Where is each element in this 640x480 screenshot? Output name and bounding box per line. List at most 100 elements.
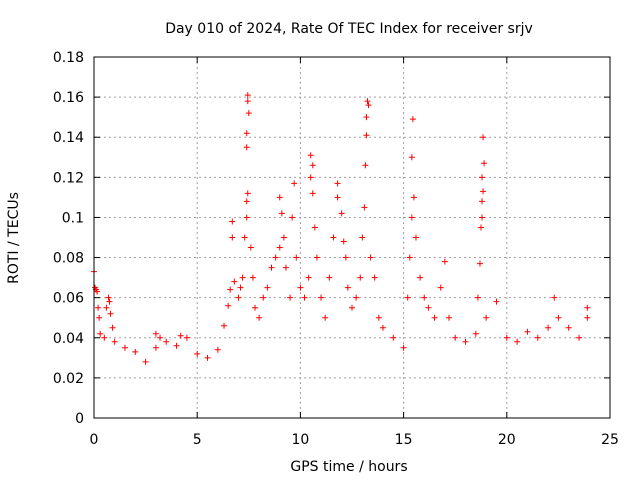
data-point	[371, 274, 378, 281]
data-point	[243, 198, 250, 205]
data-point	[330, 234, 337, 241]
data-point	[441, 258, 448, 265]
data-point	[479, 214, 486, 221]
data-point	[452, 334, 459, 341]
data-point	[353, 294, 360, 301]
data-point	[480, 188, 487, 195]
data-point	[245, 110, 252, 117]
data-point	[309, 162, 316, 169]
data-point	[282, 264, 289, 271]
data-point	[404, 294, 411, 301]
data-point	[293, 254, 300, 261]
data-point	[431, 314, 438, 321]
data-point	[237, 284, 244, 291]
data-point	[96, 314, 103, 321]
data-point	[480, 134, 487, 141]
data-point	[311, 224, 318, 231]
data-point	[478, 224, 484, 231]
data-point	[313, 254, 320, 261]
plot-frame	[93, 56, 611, 419]
data-point	[437, 284, 444, 291]
data-point	[231, 278, 238, 285]
y-tick-label: 0.1	[62, 210, 84, 226]
data-point	[276, 244, 283, 251]
y-tick-label: 0.08	[53, 251, 84, 267]
data-point	[326, 274, 333, 281]
data-point	[256, 314, 263, 321]
chart-title: Day 010 of 2024, Rate Of TEC Index for r…	[165, 21, 533, 37]
data-point	[103, 304, 110, 311]
y-tick-label: 0.16	[53, 90, 84, 106]
y-axis-label: ROTI / TECUs	[6, 192, 22, 284]
data-point	[363, 114, 370, 121]
data-point	[244, 92, 251, 99]
data-point	[287, 294, 294, 301]
data-point	[417, 274, 424, 281]
data-point	[375, 314, 382, 321]
x-tick-label: 15	[395, 432, 413, 448]
data-point	[111, 338, 118, 345]
data-point	[421, 294, 428, 301]
x-tick-label: 10	[291, 432, 309, 448]
data-point	[239, 274, 246, 281]
data-point	[340, 238, 347, 245]
data-point	[227, 286, 234, 293]
data-point	[243, 144, 250, 151]
data-point	[221, 322, 228, 329]
data-point	[101, 334, 108, 341]
data-point	[446, 314, 453, 321]
y-tick-label: 0.02	[53, 371, 84, 387]
data-point	[152, 344, 159, 351]
data-point	[524, 328, 531, 335]
data-point	[297, 284, 304, 291]
data-point	[565, 324, 572, 331]
data-point	[309, 190, 316, 197]
data-point	[361, 204, 368, 211]
data-point	[307, 174, 314, 181]
data-point	[142, 358, 149, 365]
data-point	[365, 102, 372, 109]
data-point	[357, 274, 364, 281]
data-point	[483, 314, 490, 321]
data-point	[408, 214, 415, 221]
data-point	[194, 350, 201, 357]
x-tick-label: 25	[601, 432, 619, 448]
data-point	[264, 284, 271, 291]
data-point	[204, 354, 211, 361]
data-point	[481, 160, 488, 167]
data-point	[551, 294, 558, 301]
y-tick-label: 0.14	[53, 130, 84, 146]
data-point	[243, 130, 250, 137]
data-point	[94, 288, 101, 295]
data-point	[289, 214, 296, 221]
data-point	[268, 264, 275, 271]
data-point	[214, 346, 221, 353]
data-point	[545, 324, 552, 331]
data-point	[367, 254, 374, 261]
data-point	[322, 314, 329, 321]
data-point	[409, 116, 416, 123]
data-point	[235, 294, 242, 301]
data-point	[229, 218, 236, 225]
data-point	[555, 314, 562, 321]
data-point	[241, 234, 248, 241]
data-point	[363, 132, 370, 139]
data-point	[406, 254, 413, 261]
data-point	[342, 254, 349, 261]
data-point	[400, 344, 407, 351]
y-tick-label: 0	[75, 411, 84, 427]
data-point	[390, 334, 397, 341]
data-point	[132, 348, 139, 355]
data-point	[534, 334, 541, 341]
data-point	[280, 234, 287, 241]
data-point	[251, 304, 258, 311]
y-tick-label: 0.18	[53, 50, 84, 66]
y-tick-label: 0.12	[53, 170, 84, 186]
data-point	[177, 332, 184, 339]
data-point	[334, 194, 341, 201]
data-point	[364, 98, 371, 105]
data-point	[97, 330, 104, 337]
data-point	[243, 214, 250, 221]
data-point	[410, 194, 417, 201]
